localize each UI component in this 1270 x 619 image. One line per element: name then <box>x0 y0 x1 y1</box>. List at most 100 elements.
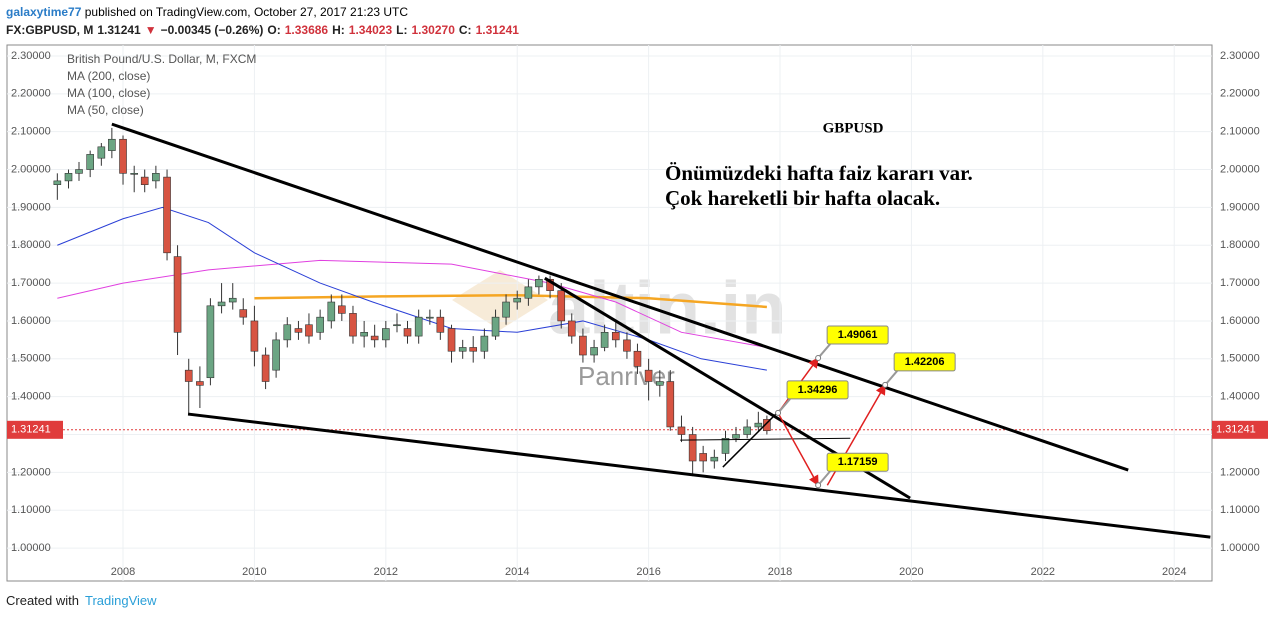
published: published on TradingView.com, October 27… <box>84 5 409 19</box>
quote-part: 1.31241 <box>475 23 519 37</box>
candle-body <box>666 381 675 428</box>
candle-body <box>469 347 478 352</box>
candle-body <box>64 173 73 182</box>
x-tick-label: 2008 <box>111 566 135 578</box>
y-tick-label: 1.60000 <box>1220 315 1260 327</box>
last-price-label: 1.31241 <box>1216 424 1256 436</box>
legend-entry: MA (200, close) <box>67 69 150 83</box>
quote-part: C: <box>458 23 472 37</box>
label-leader <box>777 398 791 414</box>
created-with: Created with <box>6 593 79 608</box>
candle-body <box>163 176 171 254</box>
label-leader <box>884 370 898 386</box>
candle-body <box>458 347 467 352</box>
symbol-title: British Pound/U.S. Dollar, M, FXCM <box>67 52 256 66</box>
quote-part: −0.00345 (−0.26%) <box>160 23 264 37</box>
candle-body <box>305 324 313 337</box>
candle-body <box>338 305 346 314</box>
label-leader <box>817 470 831 486</box>
candle-body <box>535 279 543 288</box>
candle-body <box>75 169 83 174</box>
candle-body <box>763 419 771 432</box>
x-tick-label: 2014 <box>505 566 529 578</box>
watermark-sub: Panriver <box>578 361 675 391</box>
legend-entry: MA (50, close) <box>67 103 144 117</box>
author[interactable]: galaxytime77 <box>6 5 82 19</box>
candle-body <box>360 332 368 337</box>
candle-body <box>272 339 280 371</box>
label-point <box>815 482 822 489</box>
candle-body <box>393 324 401 327</box>
candle-body <box>502 301 510 318</box>
candle-body <box>250 320 259 352</box>
watermark: altin.in Panriver <box>452 267 786 391</box>
candle-body <box>579 335 587 356</box>
candle-body <box>710 456 719 462</box>
annotation-heading: GBPUSD <box>823 120 884 136</box>
candle-body <box>426 316 434 319</box>
quote-part: 1.30270 <box>411 23 455 37</box>
y-tick-label: 2.10000 <box>1220 126 1260 138</box>
candle-body <box>228 297 237 303</box>
candle-body <box>732 434 740 439</box>
y-tick-label: 1.10000 <box>11 504 51 516</box>
y-tick-label: 1.20000 <box>11 466 51 478</box>
y-tick-label: 2.00000 <box>11 163 51 175</box>
footer: Created with TradingView <box>6 593 157 608</box>
chart: altin.in Panriver 1.00000 1.00000 1.10000 1.… <box>6 44 1268 582</box>
x-tick-label: 2010 <box>242 566 266 578</box>
candle-body <box>436 316 445 333</box>
label-point <box>775 409 782 416</box>
publish-line: galaxytime77 published on TradingView.co… <box>6 3 523 21</box>
x-tick-label: 2024 <box>1162 566 1186 578</box>
candle-body <box>316 316 324 333</box>
y-tick-label: 1.50000 <box>1220 353 1260 365</box>
candle-body <box>491 316 500 337</box>
price-label-box <box>893 352 956 372</box>
x-tick-label: 2022 <box>1031 566 1055 578</box>
quote-part: H: <box>332 23 345 37</box>
candle-body <box>108 138 116 151</box>
candle-body <box>644 369 653 382</box>
candle-body <box>480 335 489 352</box>
label-leader <box>817 343 831 359</box>
ma-line <box>57 259 767 348</box>
candle-body <box>327 301 336 322</box>
x-tick-label: 2016 <box>636 566 660 578</box>
y-tick-label: 1.40000 <box>1220 391 1260 403</box>
trend-line <box>187 412 1211 539</box>
candle-body <box>261 354 270 382</box>
price-label-box <box>826 325 889 345</box>
candle-body <box>754 422 763 428</box>
y-tick-label: 1.10000 <box>1220 504 1260 516</box>
y-tick-label: 2.10000 <box>11 126 51 138</box>
y-tick-label: 2.00000 <box>1220 163 1260 175</box>
forecast-arrow <box>777 412 819 487</box>
candle-body <box>403 328 412 337</box>
price-label-box <box>786 380 849 400</box>
candle-body <box>184 369 193 382</box>
x-tick-label: 2020 <box>899 566 923 578</box>
candle-body <box>53 180 62 185</box>
y-tick-label: 2.30000 <box>11 50 51 62</box>
last-price-box <box>1212 420 1268 439</box>
candle-body <box>677 426 686 435</box>
y-tick-label: 1.70000 <box>1220 277 1260 289</box>
brand-link[interactable]: TradingView <box>84 593 157 608</box>
candle-body <box>239 309 248 318</box>
y-tick-label: 1.50000 <box>11 353 51 365</box>
header: galaxytime77 published on TradingView.co… <box>6 3 523 39</box>
candle-body <box>86 154 94 170</box>
label-point <box>815 355 822 362</box>
candle-body <box>217 301 226 307</box>
quote-part: 1.34023 <box>348 23 393 37</box>
price-label: 1.34296 <box>798 384 838 396</box>
candle-body <box>206 305 215 379</box>
candle-body <box>283 324 292 341</box>
trend-line <box>722 409 781 468</box>
candle-body <box>152 173 160 182</box>
x-tick-label: 2018 <box>768 566 792 578</box>
x-tick-label: 2012 <box>374 566 398 578</box>
price-label: 1.42206 <box>905 356 945 368</box>
